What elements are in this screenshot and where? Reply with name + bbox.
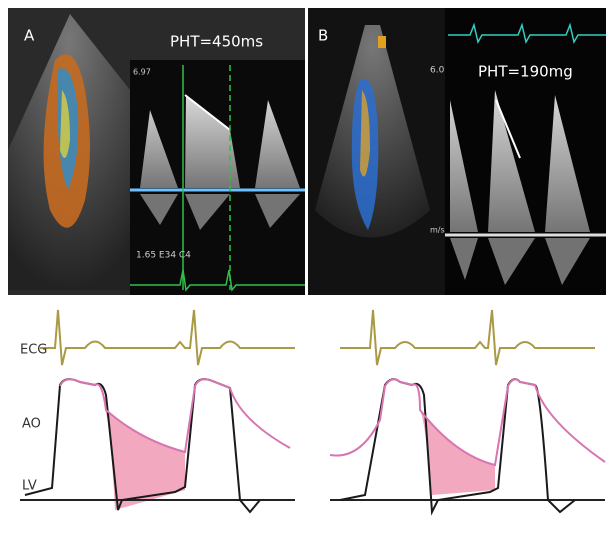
pht-label: PHT=190mg [478,63,573,81]
scale-label: 6.0 [430,66,445,76]
trace-label: AO [22,417,41,432]
traces: ECG AO LV [20,309,606,516]
scale-label: 6.97 [133,68,151,77]
panel-a: A PHT=450ms 6.97 1.65 E34 C4 [8,8,305,295]
trace-label: LV [22,479,37,494]
scale-label: 1.65 E34 C4 [136,251,191,261]
panel-b: B PHT=190mg 6.0 m/s [308,8,606,295]
pht-label: PHT=450ms [170,33,263,51]
panel-label: A [24,27,35,45]
panel-label: B [318,27,328,45]
trace-label: ECG [20,343,47,358]
scale-label: m/s [430,226,445,235]
